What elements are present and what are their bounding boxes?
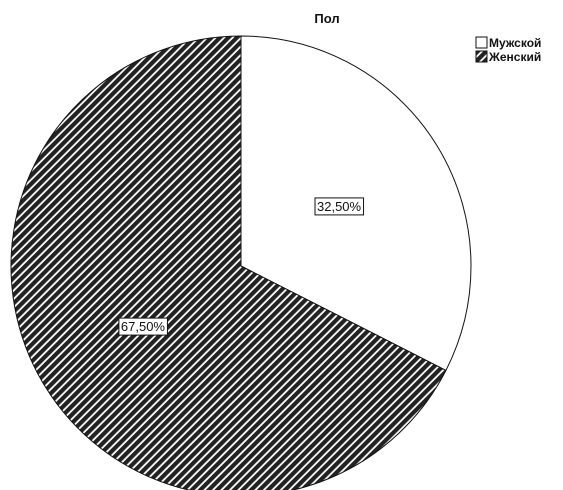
legend: Мужской Женский bbox=[475, 36, 541, 64]
chart-title: Пол bbox=[314, 11, 339, 26]
legend-item-male: Мужской bbox=[475, 36, 541, 50]
legend-swatch-male bbox=[475, 36, 488, 49]
legend-item-female: Женский bbox=[475, 50, 541, 64]
data-label-text: 67,50% bbox=[121, 319, 166, 334]
data-label-box bbox=[118, 317, 168, 336]
legend-label-male: Мужской bbox=[489, 36, 541, 50]
legend-swatch-female bbox=[475, 50, 488, 63]
data-label-box bbox=[314, 197, 365, 216]
data-label-text: 32,50% bbox=[317, 199, 362, 214]
pie-data-labels: 32,50% 67,50% bbox=[118, 197, 365, 336]
data-label-female: 67,50% bbox=[118, 317, 168, 336]
data-label-male: 32,50% bbox=[314, 197, 365, 216]
pie-slices bbox=[10, 35, 472, 490]
legend-label-female: Женский bbox=[488, 50, 541, 64]
pie-slice-female bbox=[10, 35, 447, 490]
